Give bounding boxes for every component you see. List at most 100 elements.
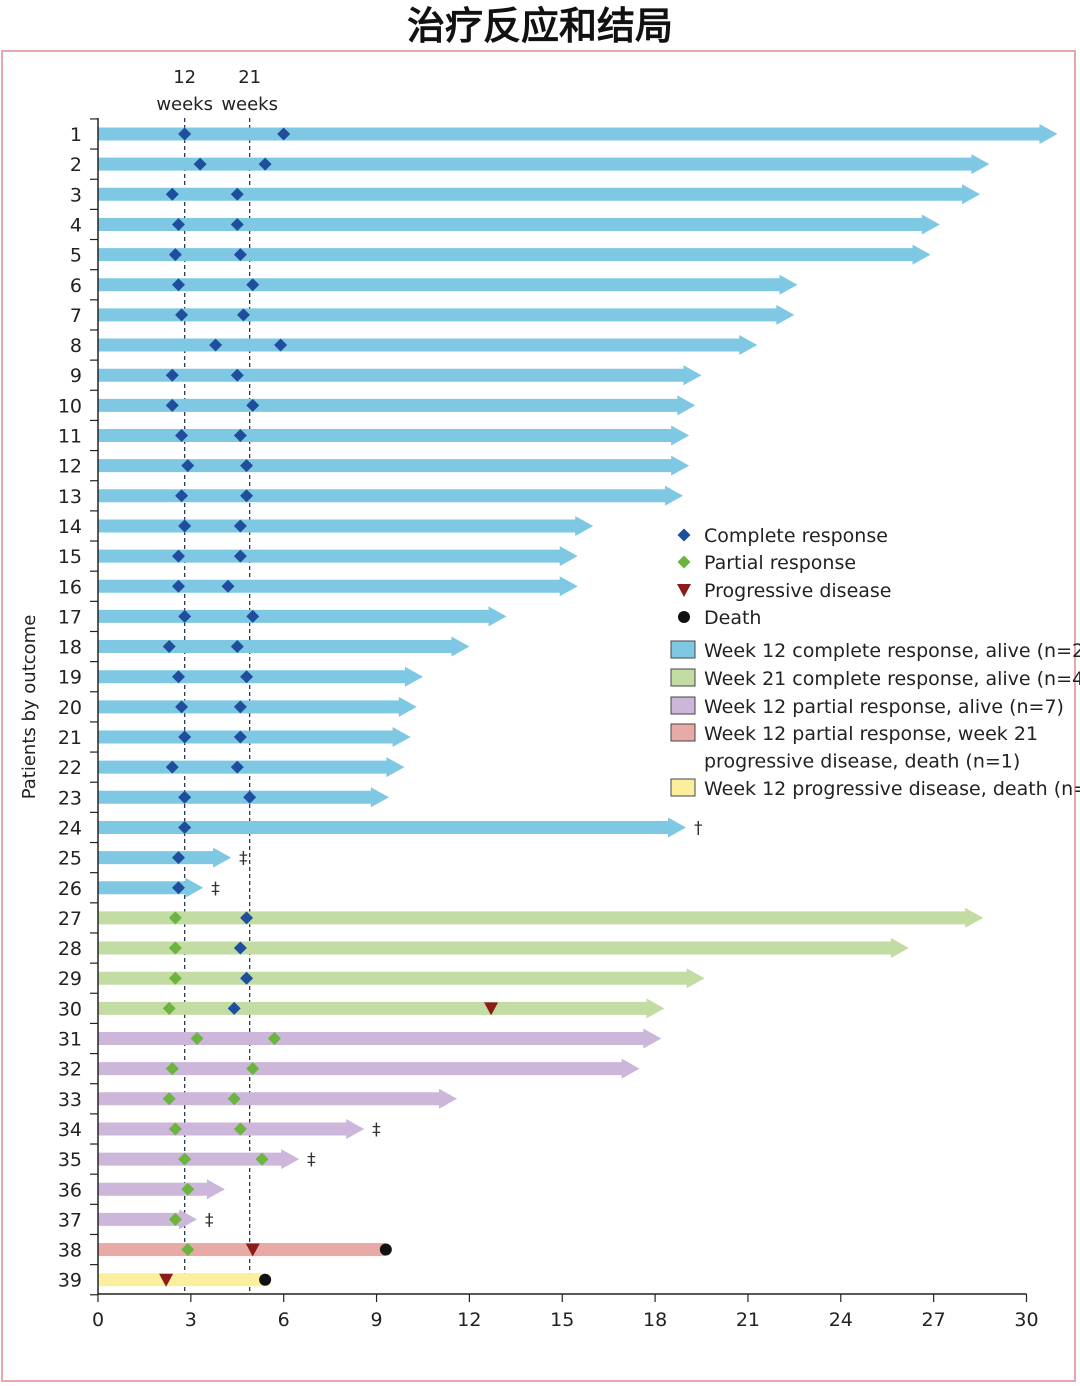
patient-bar: [98, 938, 909, 959]
complete-response-marker: [178, 609, 192, 623]
progressive-disease-marker: [245, 1243, 260, 1257]
patient-bar: [98, 546, 578, 567]
patient-row: 2: [70, 154, 990, 176]
complete-response-marker: [165, 398, 179, 412]
legend-label: Progressive disease: [704, 580, 892, 602]
patient-row: 36: [58, 1179, 225, 1201]
legend-label: Week 12 complete response, alive (n=26): [704, 640, 1080, 662]
patient-row: 32: [58, 1058, 640, 1081]
patient-row: ‡ 25: [58, 847, 248, 870]
patient-row: 4: [70, 214, 940, 236]
complete-response-marker: [221, 579, 235, 593]
patient-label: 15: [58, 546, 82, 568]
patient-row: 28: [58, 938, 909, 960]
patient-bar: [98, 877, 204, 898]
complete-response-marker: [181, 459, 195, 473]
patient-label: 25: [58, 848, 82, 870]
patient-label: 9: [70, 365, 82, 387]
complete-response-marker: [230, 187, 244, 201]
complete-response-marker: [246, 278, 260, 292]
complete-response-marker: [171, 579, 185, 593]
complete-response-marker: [162, 640, 176, 654]
patient-bar: [98, 1149, 300, 1170]
patient-bar: [98, 757, 405, 778]
partial-response-marker: [255, 1152, 269, 1166]
patient-bar: [98, 636, 470, 657]
patient-bar: [98, 365, 702, 386]
patient-row: 17: [58, 606, 507, 628]
complete-response-marker: [165, 760, 179, 774]
figure-frame: [1, 50, 1076, 1382]
complete-response-marker: [178, 127, 192, 141]
patient-row: 12: [58, 455, 690, 478]
partial-response-marker: [168, 1212, 182, 1226]
complete-response-marker: [230, 640, 244, 654]
patient-row: 23: [58, 787, 389, 809]
legend-label: Week 12 partial response, week 21: [704, 723, 1038, 745]
patient-bar: [98, 1243, 386, 1257]
complete-response-marker: [246, 609, 260, 623]
legend-label: Partial response: [704, 552, 856, 574]
patient-label: 12: [58, 456, 82, 478]
patient-bar: [98, 817, 687, 838]
patient-bar: [98, 1273, 266, 1287]
partial-response-marker: [233, 1122, 247, 1136]
patient-row: 39: [58, 1270, 272, 1292]
patient-label: 31: [58, 1029, 82, 1051]
patient-bar: [98, 1028, 662, 1049]
patient-row: 27: [58, 907, 984, 930]
complete-response-marker: [175, 489, 189, 503]
x-tick-label: 24: [829, 1309, 853, 1331]
patient-row: 10: [58, 395, 696, 417]
patient-label: 35: [58, 1149, 82, 1171]
axes: 0 3 6 9 12 15 18 21 24 27 30: [90, 118, 1039, 1331]
patient-bar: [98, 395, 696, 416]
patient-row: † 24: [58, 817, 703, 839]
complete-response-marker: [233, 549, 247, 563]
patient-bar: [98, 425, 690, 446]
patient-label: 16: [58, 576, 82, 598]
patient-label: 37: [58, 1209, 82, 1231]
patient-row: 15: [58, 546, 578, 568]
patient-row: 5: [70, 244, 931, 267]
patient-bar: [98, 1209, 198, 1230]
complete-response-marker: [175, 700, 189, 714]
patient-bar: [98, 184, 981, 205]
patient-label: 13: [58, 486, 82, 508]
patient-label: 30: [58, 998, 82, 1020]
patient-row: 1: [70, 124, 1058, 146]
partial-response-marker: [181, 1243, 195, 1257]
patient-label: 14: [58, 516, 82, 538]
complete-response-marker: [175, 308, 189, 322]
partial-response-marker: [178, 1152, 192, 1166]
patient-row: ‡ 35: [58, 1149, 316, 1171]
patient-bar: [98, 576, 578, 597]
partial-response-icon: [677, 555, 691, 569]
complete-response-marker: [236, 308, 250, 322]
legend-label: progressive disease, death (n=1): [704, 751, 1020, 773]
patient-bar: [98, 1058, 640, 1079]
reference-line-label: weeks: [221, 94, 278, 115]
partial-response-marker: [162, 1092, 176, 1106]
complete-response-marker: [240, 489, 254, 503]
complete-response-marker: [243, 790, 257, 804]
complete-response-marker: [227, 1001, 241, 1015]
partial-response-marker: [227, 1092, 241, 1106]
patient-row: 20: [58, 696, 417, 719]
patient-bar: [98, 968, 705, 989]
y-axis-label: Patients by outcome: [19, 615, 40, 800]
legend-swatch: [670, 696, 696, 715]
complete-response-marker: [230, 217, 244, 231]
patient-row: 8: [70, 335, 758, 357]
patient-label: 10: [58, 395, 82, 417]
complete-response-marker: [230, 760, 244, 774]
patient-bar: [98, 515, 594, 536]
legend-label: Complete response: [704, 525, 888, 547]
patient-row: 31: [58, 1028, 662, 1051]
progressive-disease-marker: [159, 1273, 174, 1287]
patient-bar: [98, 1118, 365, 1139]
legend: Complete response Partial response Progres…: [670, 525, 1080, 800]
patient-row: ‡ 34: [58, 1118, 381, 1141]
patient-row: 9: [70, 365, 702, 387]
